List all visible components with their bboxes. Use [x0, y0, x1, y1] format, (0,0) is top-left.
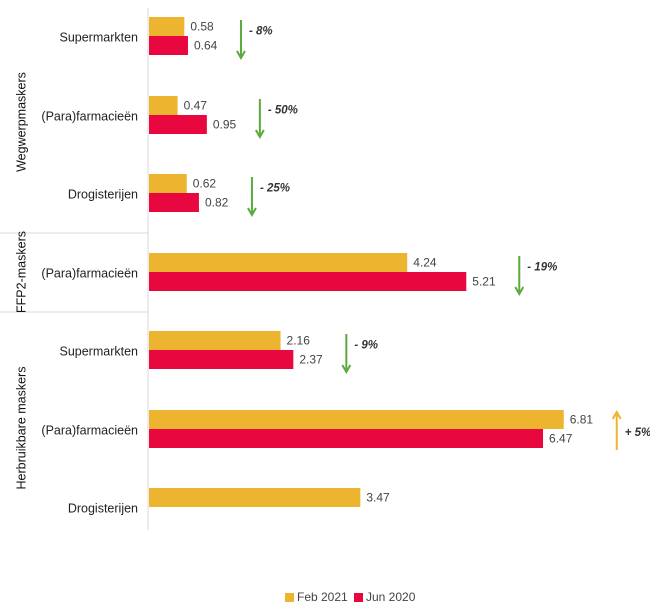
value-label: 0.62 — [193, 177, 217, 191]
chart-marks: Wegwerpmaskers Supermarkten 0.58 0.64 - 8% (P… — [14, 17, 650, 515]
arrow-head — [341, 364, 352, 375]
arrow-head — [611, 409, 622, 420]
category-label: (Para)farmacieën — [41, 109, 138, 123]
value-label: 0.95 — [213, 118, 237, 132]
bar — [149, 350, 294, 369]
value-label: 0.82 — [205, 196, 229, 210]
value-label: 4.24 — [413, 256, 437, 270]
category-label: Drogisterijen — [68, 501, 138, 515]
value-label: 0.64 — [194, 39, 218, 53]
change-label: - 9% — [354, 340, 378, 352]
bar — [149, 17, 185, 36]
bar — [149, 36, 188, 55]
legend-swatch — [285, 593, 294, 602]
group-label: Herbruikbare maskers — [14, 367, 28, 490]
value-label: 2.37 — [299, 353, 323, 367]
value-label: 6.81 — [570, 413, 594, 427]
bar — [149, 429, 544, 448]
bar — [149, 193, 199, 212]
bar — [149, 331, 281, 350]
legend-label: Feb 2021 — [297, 590, 348, 604]
value-label: 0.58 — [190, 20, 214, 34]
value-label: 5.21 — [472, 275, 496, 289]
change-label: + 5% — [625, 427, 650, 439]
category-label: Supermarkten — [59, 30, 138, 44]
change-label: - 19% — [527, 262, 557, 274]
legend: Feb 2021 Jun 2020 — [285, 590, 416, 604]
bar — [149, 96, 178, 115]
value-label: 2.16 — [287, 334, 311, 348]
bar — [149, 253, 408, 272]
bar — [149, 272, 467, 291]
change-label: - 8% — [249, 26, 273, 38]
bar — [149, 410, 564, 429]
change-label: - 50% — [268, 105, 298, 117]
value-label: 3.47 — [366, 491, 390, 505]
category-label: Supermarkten — [59, 344, 138, 358]
value-label: 0.47 — [184, 99, 208, 113]
change-label: - 25% — [260, 183, 290, 195]
arrow-head — [247, 207, 257, 218]
group-label: Wegwerpmaskers — [14, 72, 28, 172]
legend-swatch — [354, 593, 363, 602]
arrow-head — [514, 286, 525, 297]
category-label: (Para)farmacieën — [41, 423, 138, 437]
arrow-head — [236, 50, 246, 61]
category-label: (Para)farmacieën — [41, 266, 138, 280]
category-label: Drogisterijen — [68, 187, 138, 201]
bar — [149, 488, 361, 507]
value-label: 6.47 — [549, 432, 573, 446]
legend-label: Jun 2020 — [366, 590, 416, 604]
bar — [149, 174, 187, 193]
arrow-head — [254, 129, 265, 140]
bar — [149, 115, 207, 134]
group-label: FFP2-maskers — [14, 231, 28, 313]
